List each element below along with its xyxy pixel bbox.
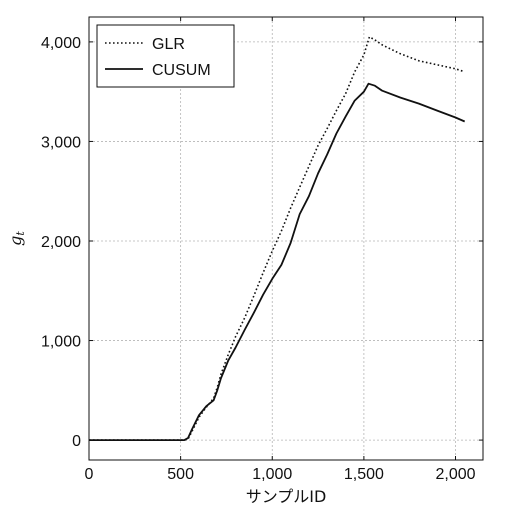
x-tick-label: 1,000	[252, 466, 292, 483]
x-tick-label: 500	[167, 466, 194, 483]
y-tick-label: 1,000	[41, 334, 81, 351]
y-axis-label: gt	[6, 231, 27, 246]
y-axis-label-sub: t	[14, 231, 27, 236]
x-axis-label: サンプルID	[246, 487, 327, 506]
y-tick-label: 4,000	[41, 35, 81, 52]
legend: GLR CUSUM	[96, 24, 235, 88]
y-tick-label: 3,000	[41, 134, 81, 151]
plot-frame	[88, 16, 484, 461]
legend-label-cusum: CUSUM	[152, 62, 211, 79]
ticks: 0 500 1,000 1,500 2,000 0 1,000 2,000 3,000 4,000	[41, 17, 483, 483]
x-tick-label: 0	[85, 466, 94, 483]
x-tick-label: 2,000	[435, 466, 475, 483]
legend-label-glr: GLR	[152, 36, 185, 53]
series-line-cusum	[89, 82, 466, 441]
y-tick-label: 2,000	[41, 234, 81, 251]
x-tick-label: 1,500	[344, 466, 384, 483]
legend-box	[96, 24, 235, 88]
y-axis-label-main: g	[6, 236, 25, 246]
series-line-glr	[89, 36, 465, 441]
series-layer	[89, 36, 466, 441]
y-tick-label: 0	[72, 433, 81, 450]
